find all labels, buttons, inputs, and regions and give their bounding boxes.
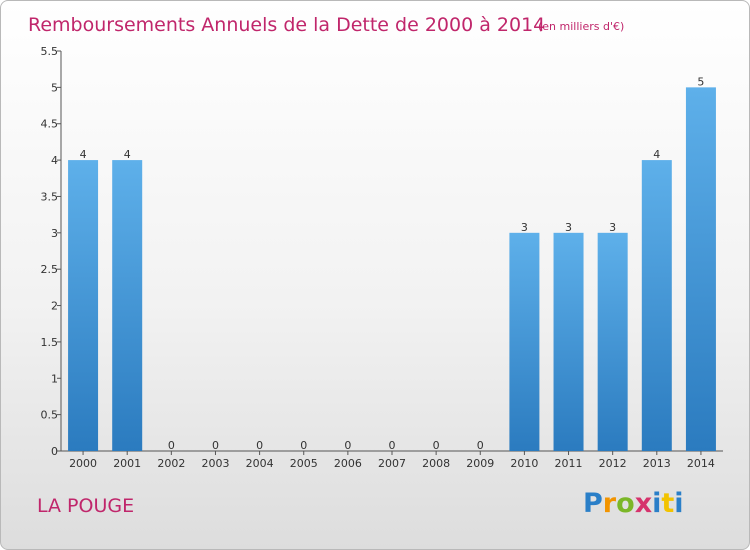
x-tick-label: 2013 xyxy=(643,457,671,470)
data-label: 0 xyxy=(300,439,307,452)
y-tick-label: 1 xyxy=(51,372,58,385)
x-tick-label: 2004 xyxy=(246,457,274,470)
bar xyxy=(642,160,672,451)
data-label: 4 xyxy=(653,148,660,161)
x-tick-label: 2012 xyxy=(599,457,627,470)
bars xyxy=(68,87,716,451)
chart-subtitle: (en milliers d'€) xyxy=(538,20,624,33)
x-tick-label: 2002 xyxy=(157,457,185,470)
logo-letter: t xyxy=(661,488,674,519)
data-label: 5 xyxy=(697,75,704,88)
bar xyxy=(112,160,142,451)
logo-letter: i xyxy=(674,488,683,519)
data-label: 0 xyxy=(212,439,219,452)
y-tick-label: 1.5 xyxy=(41,336,59,349)
data-label: 4 xyxy=(124,148,131,161)
y-tick-label: 3 xyxy=(51,227,58,240)
data-label: 3 xyxy=(565,221,572,234)
chart-panel: Remboursements Annuels de la Dette de 20… xyxy=(0,0,750,550)
x-tick-label: 2011 xyxy=(555,457,583,470)
y-tick-label: 0.5 xyxy=(41,409,59,422)
data-label: 0 xyxy=(168,439,175,452)
logo-letter: o xyxy=(616,488,635,519)
y-tick-label: 4 xyxy=(51,154,58,167)
x-tick-label: 2005 xyxy=(290,457,318,470)
bar xyxy=(68,160,98,451)
logo-letter: i xyxy=(652,488,661,519)
y-tick-label: 5.5 xyxy=(41,45,59,58)
y-tick-label: 2.5 xyxy=(41,263,59,276)
data-label: 0 xyxy=(389,439,396,452)
data-label: 0 xyxy=(433,439,440,452)
bar xyxy=(686,87,716,451)
y-tick-label: 0 xyxy=(51,445,58,458)
bar xyxy=(509,233,539,451)
bar xyxy=(598,233,628,451)
proxiti-logo: Proxiti xyxy=(583,488,684,519)
x-tick-label: 2014 xyxy=(687,457,715,470)
chart-title: Remboursements Annuels de la Dette de 20… xyxy=(28,14,545,36)
commune-name: LA POUGE xyxy=(37,495,134,517)
y-tick-label: 3.5 xyxy=(41,190,59,203)
bar xyxy=(554,233,584,451)
data-label: 0 xyxy=(256,439,263,452)
logo-letter: P xyxy=(583,488,603,519)
x-tick-label: 2010 xyxy=(510,457,538,470)
data-label: 4 xyxy=(80,148,87,161)
logo-letter: x xyxy=(635,488,652,519)
data-label: 0 xyxy=(477,439,484,452)
y-tick-label: 5 xyxy=(51,81,58,94)
y-tick-label: 4.5 xyxy=(41,118,59,131)
x-tick-label: 2006 xyxy=(334,457,362,470)
x-tick-label: 2003 xyxy=(201,457,229,470)
data-label: 3 xyxy=(609,221,616,234)
logo-letter: r xyxy=(603,488,616,519)
x-tick-label: 2001 xyxy=(113,457,141,470)
data-label: 3 xyxy=(521,221,528,234)
x-tick-label: 2009 xyxy=(466,457,494,470)
bar-chart: Remboursements Annuels de la Dette de 20… xyxy=(1,1,750,550)
data-label: 0 xyxy=(344,439,351,452)
y-tick-label: 2 xyxy=(51,300,58,313)
x-tick-label: 2008 xyxy=(422,457,450,470)
x-tick-label: 2007 xyxy=(378,457,406,470)
x-tick-label: 2000 xyxy=(69,457,97,470)
